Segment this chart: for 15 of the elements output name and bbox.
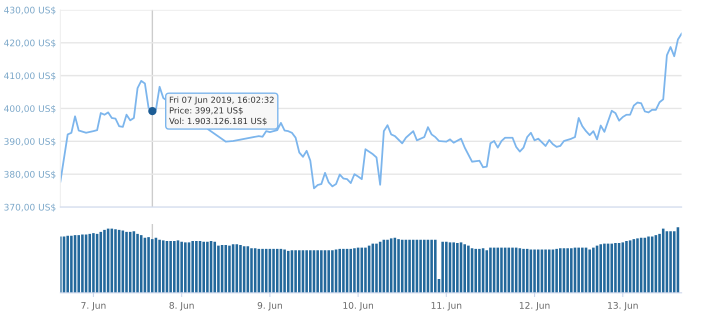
- y-tick-label: 400,00 US$: [4, 105, 56, 114]
- y-tick-label: 380,00 US$: [4, 170, 56, 179]
- x-tick-label: 8. Jun: [169, 302, 194, 310]
- x-tick-label: 11. Jun: [432, 302, 462, 310]
- y-tick-label: 420,00 US$: [4, 39, 56, 48]
- x-tick-label: 13. Jun: [608, 302, 638, 310]
- annotation: Fri 07 Jun 2019, 16:02:32 Price: 399,21 US$ Vol: 1.903.126.181 US$: [169, 96, 274, 126]
- x-tick-label: 9. Jun: [258, 302, 282, 310]
- y-tick-label: 410,00 US$: [4, 72, 56, 80]
- y-tick-label: 390,00 US$: [4, 138, 56, 146]
- x-tick-label: 12. Jun: [520, 302, 550, 310]
- y-tick-label: 430,00 US$: [4, 6, 56, 15]
- x-tick-label: 10. Jun: [343, 302, 374, 310]
- x-tick-label: 7. Jun: [81, 302, 106, 310]
- y-tick-label: 370,00 US$: [4, 204, 56, 212]
